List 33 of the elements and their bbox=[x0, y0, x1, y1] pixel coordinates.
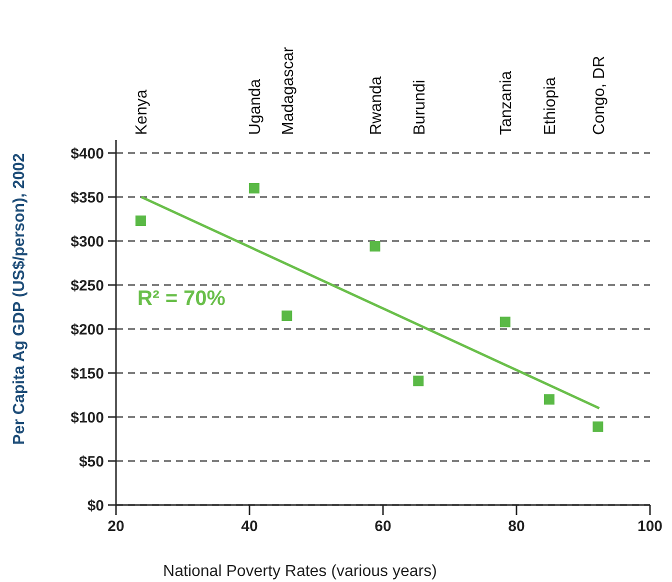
y-tick-label: $400 bbox=[70, 145, 104, 162]
y-tick-label: $200 bbox=[70, 321, 104, 338]
text: Tanzania bbox=[498, 70, 516, 135]
text: Madagascar bbox=[280, 46, 297, 135]
y-tick-label: $300 bbox=[70, 233, 104, 250]
y-axis-title: Per Capita Ag GDP (US$/person), 2002 bbox=[11, 153, 28, 445]
text: Congo, DR bbox=[590, 56, 608, 135]
point bbox=[592, 421, 604, 432]
point bbox=[248, 182, 260, 194]
text: Burundi bbox=[411, 80, 428, 135]
text: Rwanda bbox=[368, 76, 385, 135]
x-tick-label: 40 bbox=[241, 518, 258, 535]
point bbox=[413, 376, 424, 386]
x-tick-label: 60 bbox=[374, 518, 392, 535]
point bbox=[135, 216, 146, 226]
x-axis-title: National Poverty Rates (various years) bbox=[163, 563, 437, 580]
text: Ethiopia bbox=[542, 77, 560, 135]
y-tick-label: $250 bbox=[70, 277, 104, 294]
y-tick-label: $100 bbox=[70, 409, 104, 426]
y-tick-label: $350 bbox=[70, 189, 104, 206]
point bbox=[282, 310, 292, 322]
x-tick-label: 80 bbox=[508, 518, 525, 535]
point bbox=[500, 316, 510, 328]
x-tick-label: 20 bbox=[108, 518, 124, 535]
y-tick-label: $0 bbox=[87, 497, 104, 514]
y-tick-label: $50 bbox=[78, 453, 104, 470]
point bbox=[370, 241, 380, 252]
text: Kenya bbox=[134, 90, 151, 135]
point bbox=[544, 394, 554, 405]
x-tick-label: 100 bbox=[637, 518, 663, 535]
annotation: R² = 70% bbox=[137, 287, 226, 310]
y-tick-label: $150 bbox=[70, 365, 104, 382]
text: Uganda bbox=[247, 78, 264, 135]
